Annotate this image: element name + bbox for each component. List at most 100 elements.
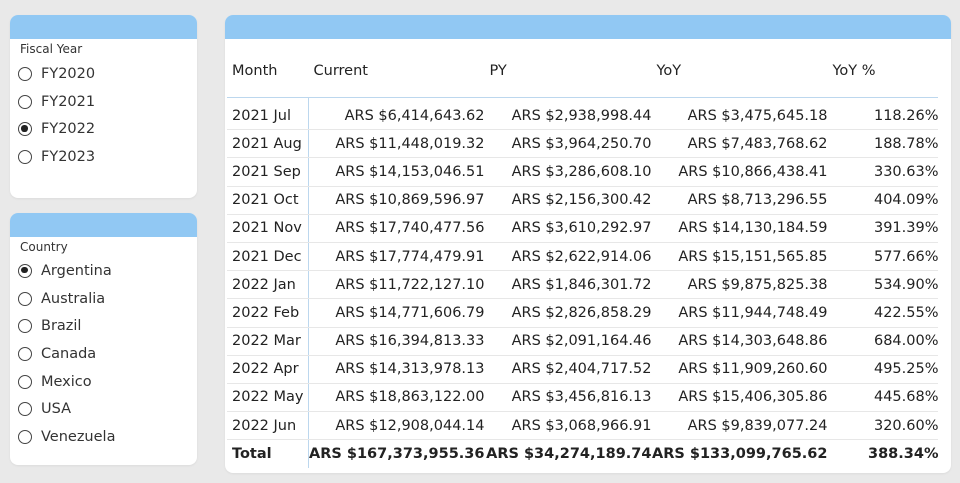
radio-unselected-icon[interactable] [18,429,32,444]
radio-unselected-icon[interactable] [18,319,32,334]
cell-month: 2021 Jul [227,97,309,131]
cell-current: ARS $11,722,127.10 [308,270,485,300]
country-option[interactable]: Venezuela [18,423,115,451]
fiscal-year-option[interactable]: FY2021 [18,88,95,116]
country-option-label: Mexico [41,373,92,390]
fiscal-year-option[interactable]: FY2020 [18,60,95,88]
cell-yoy-percent: 684.00% [827,327,939,356]
total-cell-current: ARS $167,373,955.36 [309,446,485,463]
country-slicer: Country Argentina Australia Brazil Canada Me… [10,213,197,465]
cell-current: ARS $14,153,046.51 [308,157,485,187]
radio-selected-icon[interactable] [18,122,32,137]
radio-unselected-icon[interactable] [18,149,32,164]
cell-yoy: ARS $11,909,260.60 [651,355,828,384]
column-header-py[interactable]: PY [484,45,652,98]
cell-yoy-percent: 422.55% [827,298,939,328]
cell-yoy: ARS $7,483,768.62 [651,129,828,159]
country-option-label: Argentina [41,262,112,279]
country-option-label: USA [41,401,72,418]
table-row[interactable]: 2022 May ARS $18,863,122.00 ARS $3,456,816… [227,383,939,413]
fiscal-year-option-label: FY2023 [41,148,96,165]
cell-current: ARS $16,394,813.33 [308,327,485,356]
cell-month: 2022 Feb [227,298,309,328]
cell-py: ARS $3,068,966.91 [484,411,652,441]
slicer-header-bar [10,213,197,237]
country-option[interactable]: USA [18,395,115,423]
cell-month: 2021 Aug [227,129,309,159]
column-header-current[interactable]: Current [308,45,485,98]
fiscal-year-option-label: FY2021 [41,93,96,110]
total-cell-yoy: ARS $133,099,765.62 [652,446,828,463]
table-row[interactable]: 2021 Aug ARS $11,448,019.32 ARS $3,964,250… [227,129,939,159]
cell-yoy-percent: 391.39% [827,214,939,243]
column-header-yoy[interactable]: YoY [651,45,828,98]
cell-month: 2022 Mar [227,327,309,356]
fiscal-year-option[interactable]: FY2023 [18,143,95,171]
table-row[interactable]: 2022 Jan ARS $11,722,127.10 ARS $1,846,301… [227,270,939,300]
country-option-label: Canada [41,345,97,362]
total-cell-py: ARS $34,274,189.74 [486,446,652,463]
column-header-yoy-percent[interactable]: YoY % [827,45,939,98]
cell-py: ARS $2,156,300.42 [484,186,652,215]
cell-yoy: ARS $15,151,565.85 [651,242,828,272]
total-row: Total ARS $167,373,955.36 ARS $34,274,189.… [227,439,939,469]
radio-unselected-icon[interactable] [18,94,32,109]
column-header-month[interactable]: Month [227,45,309,98]
fiscal-year-option-label: FY2022 [41,121,96,138]
country-option-label: Venezuela [41,428,116,445]
fiscal-year-option[interactable]: FY2022 [18,115,95,143]
country-option[interactable]: Australia [18,285,115,313]
country-options: Argentina Australia Brazil Canada Mexico USA V… [18,257,115,451]
radio-unselected-icon[interactable] [18,66,32,81]
cell-yoy: ARS $9,875,825.38 [651,270,828,300]
cell-py: ARS $3,286,608.10 [484,157,652,187]
country-option-label: Brazil [41,318,82,335]
radio-unselected-icon[interactable] [18,374,32,389]
table-row[interactable]: 2021 Nov ARS $17,740,477.56 ARS $3,610,292… [227,214,939,243]
cell-py: ARS $3,610,292.97 [484,214,652,243]
country-option[interactable]: Mexico [18,368,115,396]
slicer-header-bar [10,15,197,39]
country-option-label: Australia [41,290,106,307]
country-option[interactable]: Argentina [18,257,115,285]
table-row[interactable]: 2021 Jul ARS $6,414,643.62 ARS $2,938,998.… [227,97,939,131]
cell-month: 2021 Sep [227,157,309,187]
cell-yoy-percent: 188.78% [827,129,939,159]
table-row[interactable]: 2021 Dec ARS $17,774,479.91 ARS $2,622,914… [227,242,939,272]
cell-current: ARS $6,414,643.62 [308,97,485,131]
country-title: Country [20,240,68,254]
cell-current: ARS $18,863,122.00 [308,383,485,413]
cell-py: ARS $2,938,998.44 [484,97,652,131]
cell-yoy: ARS $15,406,305.86 [651,383,828,413]
radio-selected-icon[interactable] [18,263,32,278]
table-row[interactable]: 2022 Jun ARS $12,908,044.14 ARS $3,068,966… [227,411,939,441]
radio-unselected-icon[interactable] [18,346,32,361]
cell-month: 2022 Jan [227,270,309,300]
table-row[interactable]: 2021 Oct ARS $10,869,596.97 ARS $2,156,300… [227,186,939,215]
table-row[interactable]: 2021 Sep ARS $14,153,046.51 ARS $3,286,608… [227,157,939,187]
table-row[interactable]: 2022 Apr ARS $14,313,978.13 ARS $2,404,717… [227,355,939,384]
radio-unselected-icon[interactable] [18,291,32,306]
cell-yoy: ARS $14,303,648.86 [651,327,828,356]
cell-py: ARS $2,826,858.29 [484,298,652,328]
cell-month: 2022 May [227,383,309,413]
table-row[interactable]: 2022 Feb ARS $14,771,606.79 ARS $2,826,858… [227,298,939,328]
cell-yoy-percent: 320.60% [827,411,939,441]
matrix-visual: Month Current PY YoY YoY % 2021 Jul ARS $… [225,15,951,473]
cell-py: ARS $1,846,301.72 [484,270,652,300]
matrix-table: Month Current PY YoY YoY % 2021 Jul ARS $… [227,45,939,469]
total-cell-month: Total [227,439,309,469]
cell-yoy: ARS $8,713,296.55 [651,186,828,215]
cell-yoy-percent: 534.90% [827,270,939,300]
country-option[interactable]: Brazil [18,312,115,340]
cell-py: ARS $3,964,250.70 [484,129,652,159]
cell-yoy: ARS $14,130,184.59 [651,214,828,243]
radio-unselected-icon[interactable] [18,402,32,417]
fiscal-year-options: FY2020 FY2021 FY2022 FY2023 [18,60,95,171]
total-cell-yoy-percent: 388.34% [868,446,939,463]
cell-month: 2022 Jun [227,411,309,441]
cell-month: 2021 Dec [227,242,309,272]
table-row[interactable]: 2022 Mar ARS $16,394,813.33 ARS $2,091,164… [227,327,939,356]
cell-yoy-percent: 445.68% [827,383,939,413]
country-option[interactable]: Canada [18,340,115,368]
